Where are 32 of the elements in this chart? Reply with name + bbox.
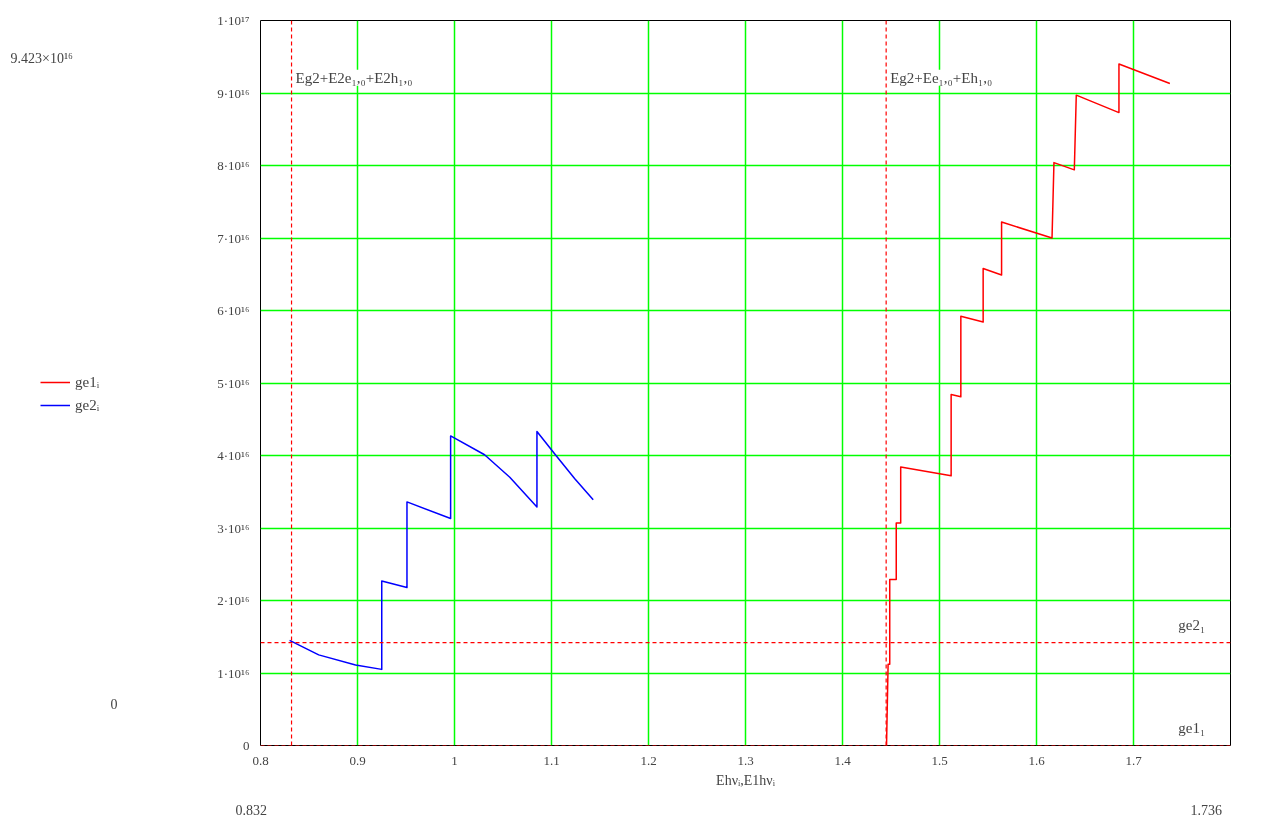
x-tick-label: 1.7: [1125, 752, 1143, 768]
text: 0.832: [235, 802, 267, 818]
text: 9.423×10¹⁶: [10, 51, 74, 67]
y-tick-label: 1·10¹⁷: [217, 13, 250, 28]
x-tick-label: 1.3: [737, 752, 754, 768]
y-tick-label: 3·10¹⁶: [217, 520, 250, 536]
y-tick-label: 7·10¹⁶: [217, 230, 250, 246]
y-tick-label: 0: [243, 738, 250, 753]
x-tick-label: 1.5: [931, 752, 948, 768]
y-tick-label: 4·10¹⁶: [217, 448, 250, 463]
y-tick-label: 2·10¹⁶: [217, 593, 250, 608]
legend-label: ge2ᵢ: [75, 396, 100, 414]
y-tick-label: 9·10¹⁶: [217, 85, 250, 101]
y-tick-label: 8·10¹⁶: [217, 158, 250, 173]
x-tick-label: 1.6: [1028, 752, 1046, 768]
ref-line-label: Eg2+Ee₁,₀+Eh₁,₀: [890, 69, 993, 86]
x-tick-label: 1: [451, 752, 458, 768]
y-tick-label: 6·10¹⁶: [217, 303, 250, 318]
y-tick-label: 5·10¹⁶: [217, 375, 250, 391]
x-tick-label: 1.4: [834, 752, 852, 768]
x-tick-label: 1.2: [640, 752, 657, 768]
x-axis-title: Ehνᵢ,E1hνᵢ: [716, 772, 776, 788]
legend-label: ge1ᵢ: [75, 373, 100, 391]
x-tick-label: 0.9: [349, 752, 366, 768]
ref-line-label: ge1₁: [1178, 719, 1206, 736]
text: 1.736: [1190, 802, 1222, 818]
text: 0: [110, 696, 118, 712]
ref-line-label: Eg2+E2e₁,₀+E2h₁,₀: [295, 69, 413, 86]
ref-line-label: ge2₁: [1178, 616, 1206, 633]
y-tick-label: 1·10¹⁶: [217, 665, 250, 681]
x-tick-label: 1.1: [543, 752, 560, 768]
x-tick-label: 0.8: [252, 752, 269, 768]
